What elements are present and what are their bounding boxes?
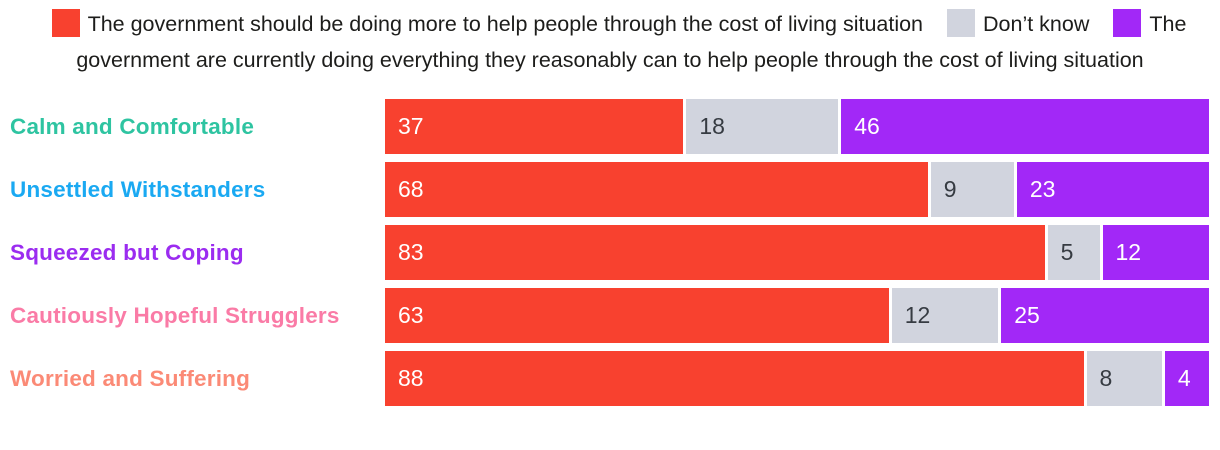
chart-legend: The government should be doing more to h… [5, 6, 1215, 78]
bar-value: 46 [854, 113, 880, 139]
chart-row: Unsettled Withstanders 68 9 23 [0, 162, 1209, 217]
legend-label-dont-know: Don’t know [983, 12, 1090, 36]
legend-label-doing-everything: The government are currently doing every… [76, 12, 1187, 72]
bar-segment-series-2: 25 [1001, 288, 1209, 343]
bar-segment-series-2: 46 [841, 99, 1209, 154]
chart-row: Calm and Comfortable 37 18 46 [0, 99, 1209, 154]
category-label: Unsettled Withstanders [10, 176, 266, 202]
chart-row: Cautiously Hopeful Strugglers 63 12 25 [0, 288, 1209, 343]
legend-swatch-doing-everything [1113, 9, 1142, 37]
bar-value: 63 [398, 302, 424, 328]
bar-value: 4 [1177, 365, 1191, 391]
bar-segment-series-2: 12 [1102, 225, 1209, 280]
bar-segment-series-0: 88 [385, 351, 1084, 406]
bar-value: 37 [398, 113, 424, 139]
legend-item-should-do-more: The government should be doing more to h… [34, 9, 924, 37]
bar-segment-series-1: 9 [930, 162, 1014, 217]
bar-value: 8 [1099, 365, 1113, 391]
bar-track: 37 18 46 [385, 99, 1209, 154]
legend-label-should-do-more: The government should be doing more to h… [87, 12, 924, 36]
legend-item-doing-everything: The government are currently doing every… [76, 9, 1187, 72]
bar-value: 5 [1060, 239, 1074, 265]
bar-value: 83 [398, 239, 424, 265]
bar-value: 9 [943, 176, 957, 202]
bar-segment-series-0: 63 [385, 288, 889, 343]
legend-swatch-dont-know [947, 9, 976, 37]
stacked-bar-chart: Calm and Comfortable 37 18 46 Unsettled With… [0, 99, 1220, 406]
legend-swatch-should-do-more [51, 9, 80, 37]
chart-row: Squeezed but Coping 83 5 12 [0, 225, 1209, 280]
category-label: Squeezed but Coping [10, 239, 244, 265]
category-label: Cautiously Hopeful Strugglers [10, 302, 340, 328]
bar-segment-series-0: 68 [385, 162, 928, 217]
bar-segment-series-1: 12 [891, 288, 999, 343]
bar-value: 12 [904, 302, 931, 328]
bar-segment-series-0: 83 [385, 225, 1045, 280]
category-label: Calm and Comfortable [10, 113, 255, 139]
bar-segment-series-1: 5 [1047, 225, 1100, 280]
bar-segment-series-2: 4 [1164, 351, 1209, 406]
bar-track: 68 9 23 [385, 162, 1209, 217]
bar-track: 83 5 12 [385, 225, 1209, 280]
chart-row: Worried and Suffering 88 8 4 [0, 351, 1209, 406]
bar-track: 88 8 4 [385, 351, 1209, 406]
bar-value: 18 [699, 113, 725, 139]
bar-value: 23 [1029, 176, 1056, 202]
bar-value: 25 [1014, 302, 1040, 328]
bar-segment-series-0: 37 [385, 99, 684, 154]
bar-track: 63 12 25 [385, 288, 1209, 343]
category-label: Worried and Suffering [10, 365, 251, 391]
bar-segment-series-1: 8 [1086, 351, 1162, 406]
bar-segment-series-1: 18 [686, 99, 839, 154]
bar-value: 12 [1115, 239, 1142, 265]
legend-item-dont-know: Don’t know [929, 9, 1090, 37]
bar-value: 68 [398, 176, 424, 202]
bar-value: 88 [398, 365, 424, 391]
bar-segment-series-2: 23 [1016, 162, 1209, 217]
